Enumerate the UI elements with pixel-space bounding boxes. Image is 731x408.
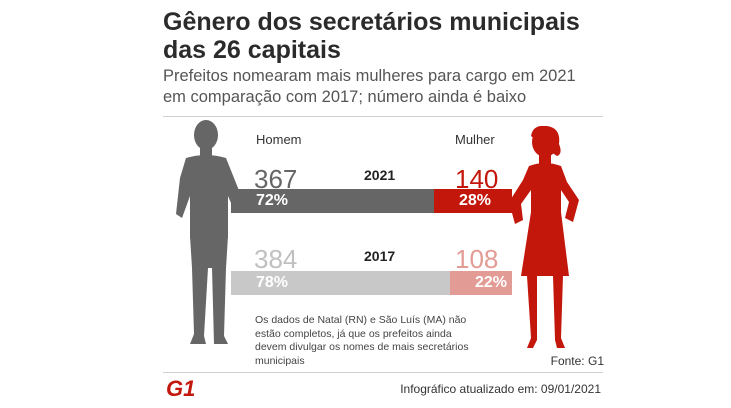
year-label-2017: 2017 (364, 248, 396, 264)
women-count-2017: 108 (455, 244, 499, 274)
bar-men-2021 (231, 189, 434, 213)
women-column-header: Mulher (455, 132, 495, 147)
data-footnote: Os dados de Natal (RN) e São Luís (MA) n… (255, 314, 469, 367)
chart-title: Gênero dos secretários municipais das 26… (163, 8, 580, 64)
source-label: Fonte: G1 (550, 354, 604, 368)
svg-text:G1: G1 (166, 376, 195, 400)
bar-women-2021 (434, 189, 512, 213)
updated-date-label: Infográfico atualizado em: 09/01/2021 (400, 382, 601, 396)
men-percent-2017: 78% (256, 274, 289, 291)
bar-men-2017 (231, 271, 450, 295)
men-count-2021: 367 (254, 164, 298, 194)
women-count-2021: 140 (455, 164, 499, 194)
top-divider (163, 116, 603, 117)
woman-silhouette-icon (509, 126, 579, 348)
men-count-2017: 384 (254, 244, 298, 274)
bottom-divider (163, 372, 603, 373)
year-label-2021: 2021 (364, 167, 396, 183)
women-percent-2021: 28% (459, 192, 492, 209)
bar-women-2017 (450, 271, 512, 295)
chart-subtitle: Prefeitos nomearam mais mulheres para ca… (163, 67, 576, 106)
g1-logo: G1 (166, 376, 195, 400)
men-percent-2021: 72% (256, 192, 289, 209)
women-percent-2017: 22% (475, 274, 508, 291)
man-silhouette-icon (176, 120, 244, 344)
men-column-header: Homem (256, 132, 302, 147)
